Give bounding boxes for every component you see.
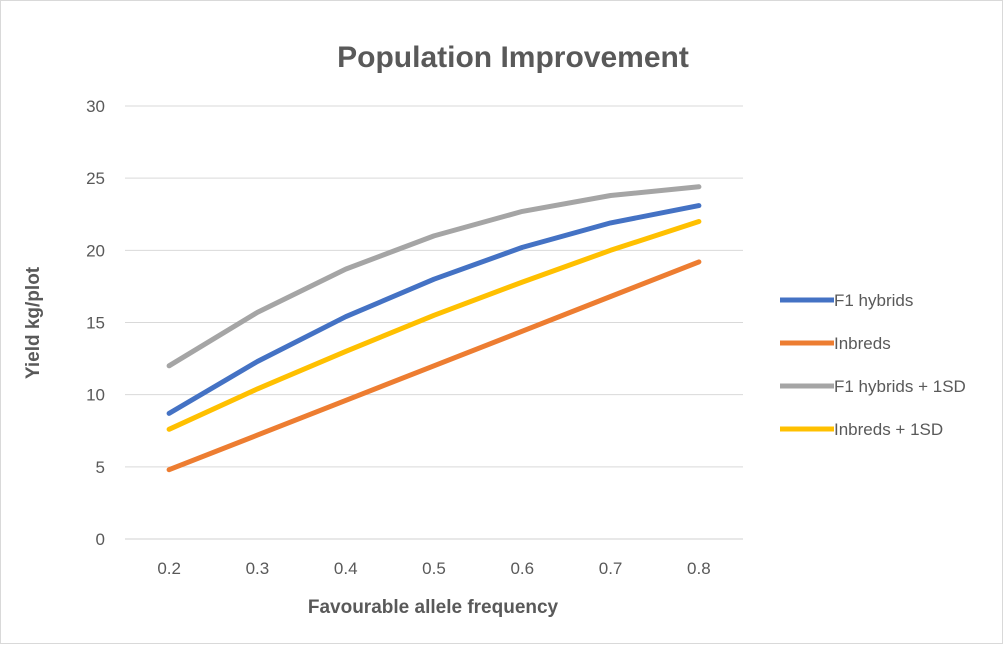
y-tick-label: 0 [96,530,105,549]
series-line [166,219,702,432]
legend: F1 hybrids Inbreds F1 hybrids + 1SD Inbreds… [780,291,966,439]
x-tick-label: 0.2 [157,559,181,578]
y-tick-label: 10 [86,386,105,405]
legend-label: Inbreds [834,334,891,353]
series-line [166,184,702,369]
series-lines [166,184,702,473]
y-tick-labels: 0 5 10 15 20 25 30 [86,97,105,549]
x-tick-label: 0.4 [334,559,358,578]
x-tick-label: 0.3 [246,559,270,578]
chart-title: Population Improvement [337,41,689,74]
y-tick-label: 25 [86,169,105,188]
y-axis-title: Yield kg/plot [23,266,44,379]
x-axis-title: Favourable allele frequency [308,597,559,618]
y-tick-label: 20 [86,241,105,260]
x-tick-label: 0.7 [599,559,623,578]
y-tick-label: 5 [96,458,105,477]
legend-label: F1 hybrids [834,291,913,310]
x-tick-label: 0.5 [422,559,446,578]
y-tick-label: 30 [86,97,105,116]
x-tick-labels: 0.2 0.3 0.4 0.5 0.6 0.7 0.8 [157,559,710,578]
legend-label: Inbreds + 1SD [834,420,943,439]
series-line [166,259,702,473]
x-tick-label: 0.6 [510,559,534,578]
x-tick-label: 0.8 [687,559,711,578]
series-line [166,203,702,416]
gridlines [125,105,743,540]
legend-label: F1 hybrids + 1SD [834,377,966,396]
y-tick-label: 15 [86,314,105,333]
